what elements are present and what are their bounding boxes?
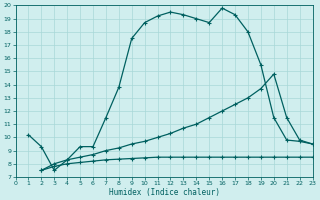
X-axis label: Humidex (Indice chaleur): Humidex (Indice chaleur) [108,188,220,197]
